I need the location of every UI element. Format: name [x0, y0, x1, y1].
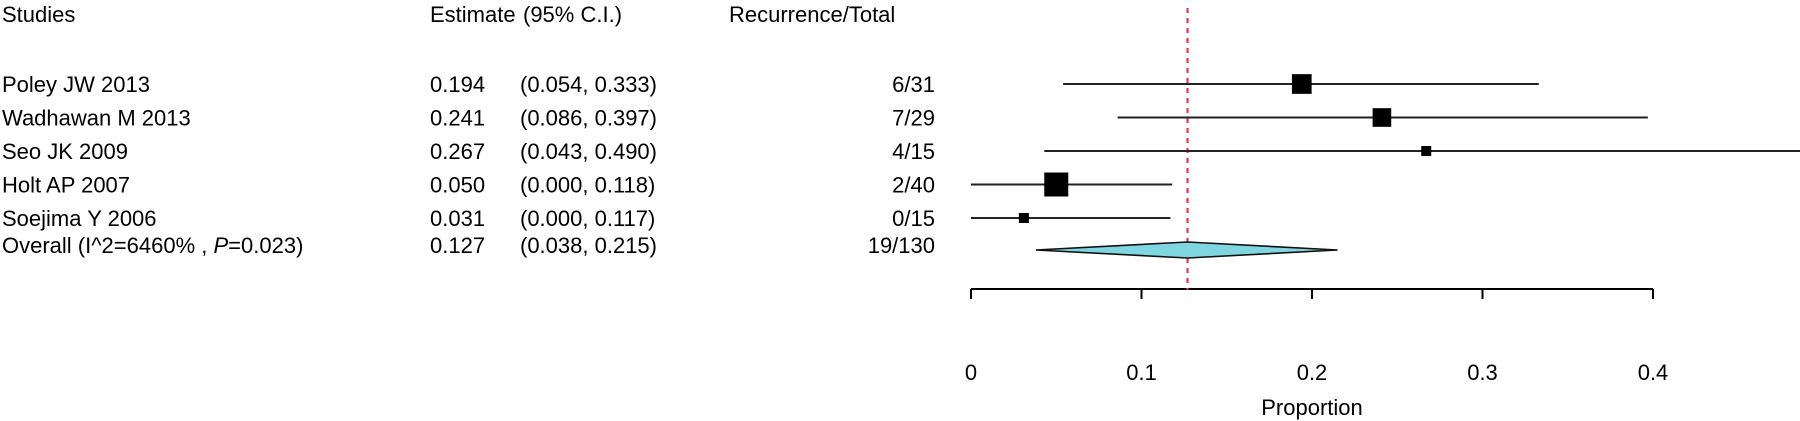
x-axis-label: Proportion	[1261, 395, 1363, 420]
study-ci: (0.043, 0.490)	[520, 139, 657, 164]
x-tick-label: 0.4	[1638, 360, 1669, 385]
study-recurrence-total: 0/15	[892, 206, 935, 231]
study-recurrence-total: 2/40	[892, 173, 935, 198]
study-estimate: 0.267	[430, 139, 485, 164]
study-marker	[1421, 146, 1432, 156]
header-studies: Studies	[2, 2, 75, 27]
study-estimate: 0.031	[430, 206, 485, 231]
study-ci: (0.054, 0.333)	[520, 72, 657, 97]
study-name: Wadhawan M 2013	[2, 106, 191, 131]
x-tick-label: 0	[965, 360, 977, 385]
study-ci: (0.000, 0.118)	[520, 173, 655, 198]
study-recurrence-total: 4/15	[892, 139, 935, 164]
study-marker	[1372, 108, 1392, 127]
study-row: Holt AP 2007 0.050 (0.000, 0.118) 2/40	[2, 172, 1173, 198]
study-name: Seo JK 2009	[2, 139, 128, 164]
overall-recurrence-total: 19/130	[868, 233, 935, 258]
header-ci: (95% C.I.)	[523, 2, 622, 27]
overall-estimate: 0.127	[430, 233, 485, 258]
study-estimate: 0.241	[430, 106, 485, 131]
header-estimate: Estimate	[430, 2, 516, 27]
header-recurrence-total: Recurrence/Total	[729, 2, 895, 27]
study-marker	[1018, 213, 1029, 223]
study-rows: Poley JW 2013 0.194 (0.054, 0.333) 6/31 Wadh…	[2, 72, 1800, 231]
x-axis-ticks: 0 0.1 0.2 0.3 0.4	[965, 289, 1668, 385]
study-ci: (0.086, 0.397)	[520, 106, 657, 131]
study-marker	[1291, 74, 1312, 94]
study-estimate: 0.050	[430, 173, 485, 198]
x-tick-label: 0.1	[1126, 360, 1157, 385]
overall-label: Overall (I^2=6460% , P=0.023)	[2, 233, 303, 258]
study-recurrence-total: 7/29	[892, 106, 935, 131]
x-tick-label: 0.2	[1297, 360, 1328, 385]
study-name: Soejima Y 2006	[2, 206, 157, 231]
study-row: Poley JW 2013 0.194 (0.054, 0.333) 6/31	[2, 72, 1539, 97]
study-estimate: 0.194	[430, 72, 485, 97]
study-marker	[1044, 172, 1069, 197]
study-ci: (0.000, 0.117)	[520, 206, 655, 231]
study-recurrence-total: 6/31	[892, 72, 935, 97]
overall-p-symbol: P	[213, 233, 228, 258]
study-row: Seo JK 2009 0.267 (0.043, 0.490) 4/15	[2, 139, 1800, 164]
x-tick-label: 0.3	[1467, 360, 1498, 385]
study-row: Wadhawan M 2013 0.241 (0.086, 0.397) 7/29	[2, 106, 1648, 131]
overall-label-prefix: Overall (I^2=6460% ,	[2, 233, 213, 258]
overall-ci: (0.038, 0.215)	[520, 233, 657, 258]
study-name: Holt AP 2007	[2, 173, 130, 198]
overall-p-value: =0.023)	[228, 233, 303, 258]
study-row: Soejima Y 2006 0.031 (0.000, 0.117) 0/15	[2, 206, 1171, 231]
overall-diamond	[1035, 241, 1338, 259]
study-name: Poley JW 2013	[2, 72, 150, 97]
